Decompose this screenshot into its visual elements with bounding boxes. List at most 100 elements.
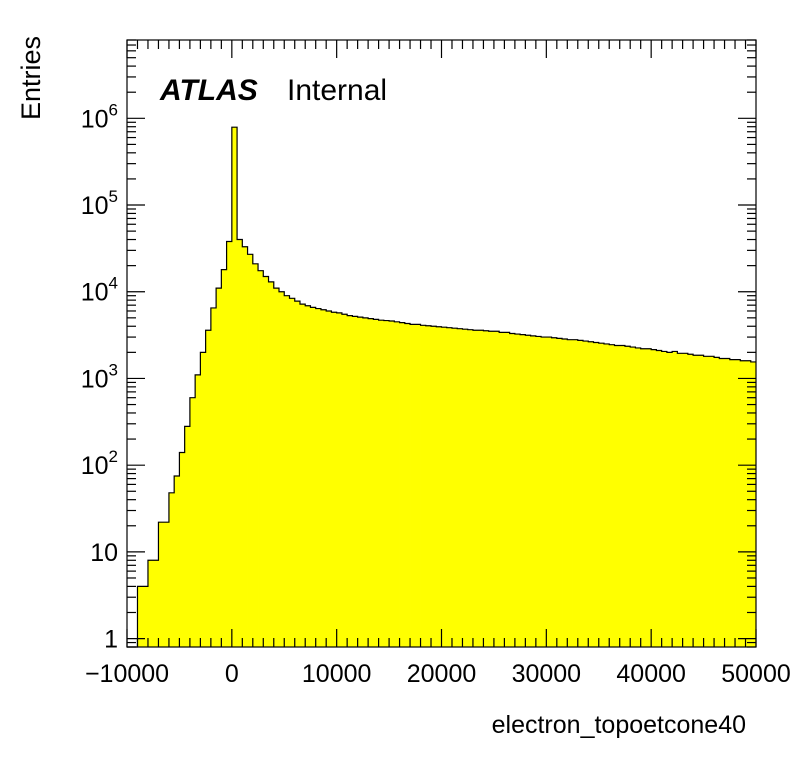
histogram-bar — [205, 330, 212, 647]
histogram-bar — [483, 330, 490, 647]
histogram-bar — [729, 359, 736, 647]
histogram-bar — [666, 352, 673, 647]
histogram-bar — [399, 322, 406, 647]
histogram-bar — [153, 560, 159, 647]
histogram-bar — [630, 347, 636, 647]
histogram-bar — [577, 340, 584, 647]
y-tick-label: 1 — [104, 626, 118, 654]
histogram-bar — [509, 333, 516, 647]
histogram-bar — [472, 330, 479, 647]
y-tick-label: 105 — [81, 187, 118, 220]
histogram-bar — [352, 316, 359, 647]
histogram-bar — [373, 319, 379, 647]
histogram-bar — [441, 327, 448, 647]
histogram-bar — [724, 358, 731, 647]
histogram-bar — [247, 254, 254, 647]
histogram-bar — [137, 586, 144, 647]
y-axis-label: Entries — [16, 36, 46, 120]
histogram-bar — [698, 355, 704, 647]
histogram-bar — [514, 334, 521, 647]
histogram-bar — [336, 312, 343, 647]
histogram-bar — [184, 426, 191, 647]
histogram-bar — [672, 351, 678, 647]
histogram-bar — [431, 326, 437, 647]
x-axis-ticks — [126, 40, 757, 647]
histogram-bar — [284, 295, 290, 647]
histogram-bar — [268, 281, 275, 647]
histogram-bar — [446, 327, 453, 647]
histogram-bar — [567, 339, 573, 647]
y-tick-label: 102 — [81, 447, 118, 480]
histogram-bar — [273, 288, 280, 647]
histogram-bar — [341, 314, 348, 647]
histogram-bar — [546, 337, 552, 647]
histogram-bar — [462, 329, 469, 647]
histogram-bar — [687, 354, 694, 647]
histogram-bar — [525, 335, 532, 647]
histogram-bar — [467, 329, 474, 647]
histogram-bar — [168, 492, 175, 647]
histogram-bar — [504, 332, 511, 647]
histogram-bar — [310, 307, 317, 647]
histogram-bar — [693, 355, 699, 647]
atlas-label: ATLAS — [159, 74, 258, 107]
histogram-bar — [735, 359, 741, 647]
histogram-bar — [603, 343, 610, 647]
x-tick-label: 10000 — [302, 660, 372, 688]
histogram-bar — [221, 269, 227, 647]
histogram-bar — [572, 339, 579, 647]
histogram-bar — [420, 325, 427, 647]
histogram-bar — [242, 246, 248, 648]
histogram-bar — [499, 332, 505, 647]
histogram-bar — [719, 358, 725, 647]
histogram-bar — [535, 336, 542, 647]
histogram-bar — [252, 263, 259, 647]
histogram-bar — [237, 239, 243, 647]
y-axis-tick-labels: 1 10 102 103 104 105 106 — [81, 100, 118, 653]
histogram-bar — [200, 352, 207, 647]
histogram-bar — [142, 586, 149, 647]
x-axis-label: electron_topoetcone40 — [492, 711, 746, 739]
histogram-bar — [562, 339, 568, 647]
y-tick-label: 106 — [81, 100, 118, 133]
y-tick-label: 104 — [81, 274, 118, 307]
histogram-bar — [258, 270, 264, 647]
histogram-bar — [305, 305, 311, 647]
y-axis-ticks — [127, 39, 756, 648]
histogram-bar — [624, 346, 631, 647]
histogram-bar — [740, 360, 746, 647]
histogram-bar — [216, 288, 222, 647]
histogram-bar — [551, 337, 558, 647]
histogram-bar — [294, 301, 301, 647]
histogram-bar — [457, 328, 463, 647]
histogram-bar — [315, 308, 322, 647]
histogram-bar — [520, 334, 526, 647]
histogram-bar — [656, 350, 663, 647]
histogram-bar — [478, 330, 484, 647]
histogram-bar — [703, 356, 710, 647]
histogram-bar — [299, 304, 306, 647]
histogram-bar — [195, 374, 201, 647]
internal-label: Internal — [287, 74, 387, 107]
histogram-bar — [645, 348, 652, 647]
histogram-bar — [404, 323, 411, 647]
x-tick-label: 50000 — [721, 660, 791, 688]
histogram-bar — [174, 476, 180, 647]
histogram-bar — [415, 324, 421, 647]
histogram-bar — [389, 320, 395, 647]
x-axis-tick-labels: −10000 0 10000 20000 30000 40000 50000 — [85, 660, 791, 688]
x-tick-label: 40000 — [616, 660, 686, 688]
x-tick-label: −10000 — [85, 660, 169, 688]
histogram-bar — [588, 341, 594, 647]
histogram-bar — [226, 241, 233, 647]
histogram-bar — [619, 345, 626, 647]
histogram-bar — [750, 361, 757, 647]
histogram-bar — [347, 315, 353, 647]
y-tick-label: 10 — [90, 539, 118, 567]
histogram-bar — [279, 291, 285, 647]
histogram-bar — [163, 522, 170, 647]
histogram-bar — [357, 317, 364, 647]
histogram-bar — [661, 351, 668, 647]
histogram-bar — [368, 318, 374, 647]
